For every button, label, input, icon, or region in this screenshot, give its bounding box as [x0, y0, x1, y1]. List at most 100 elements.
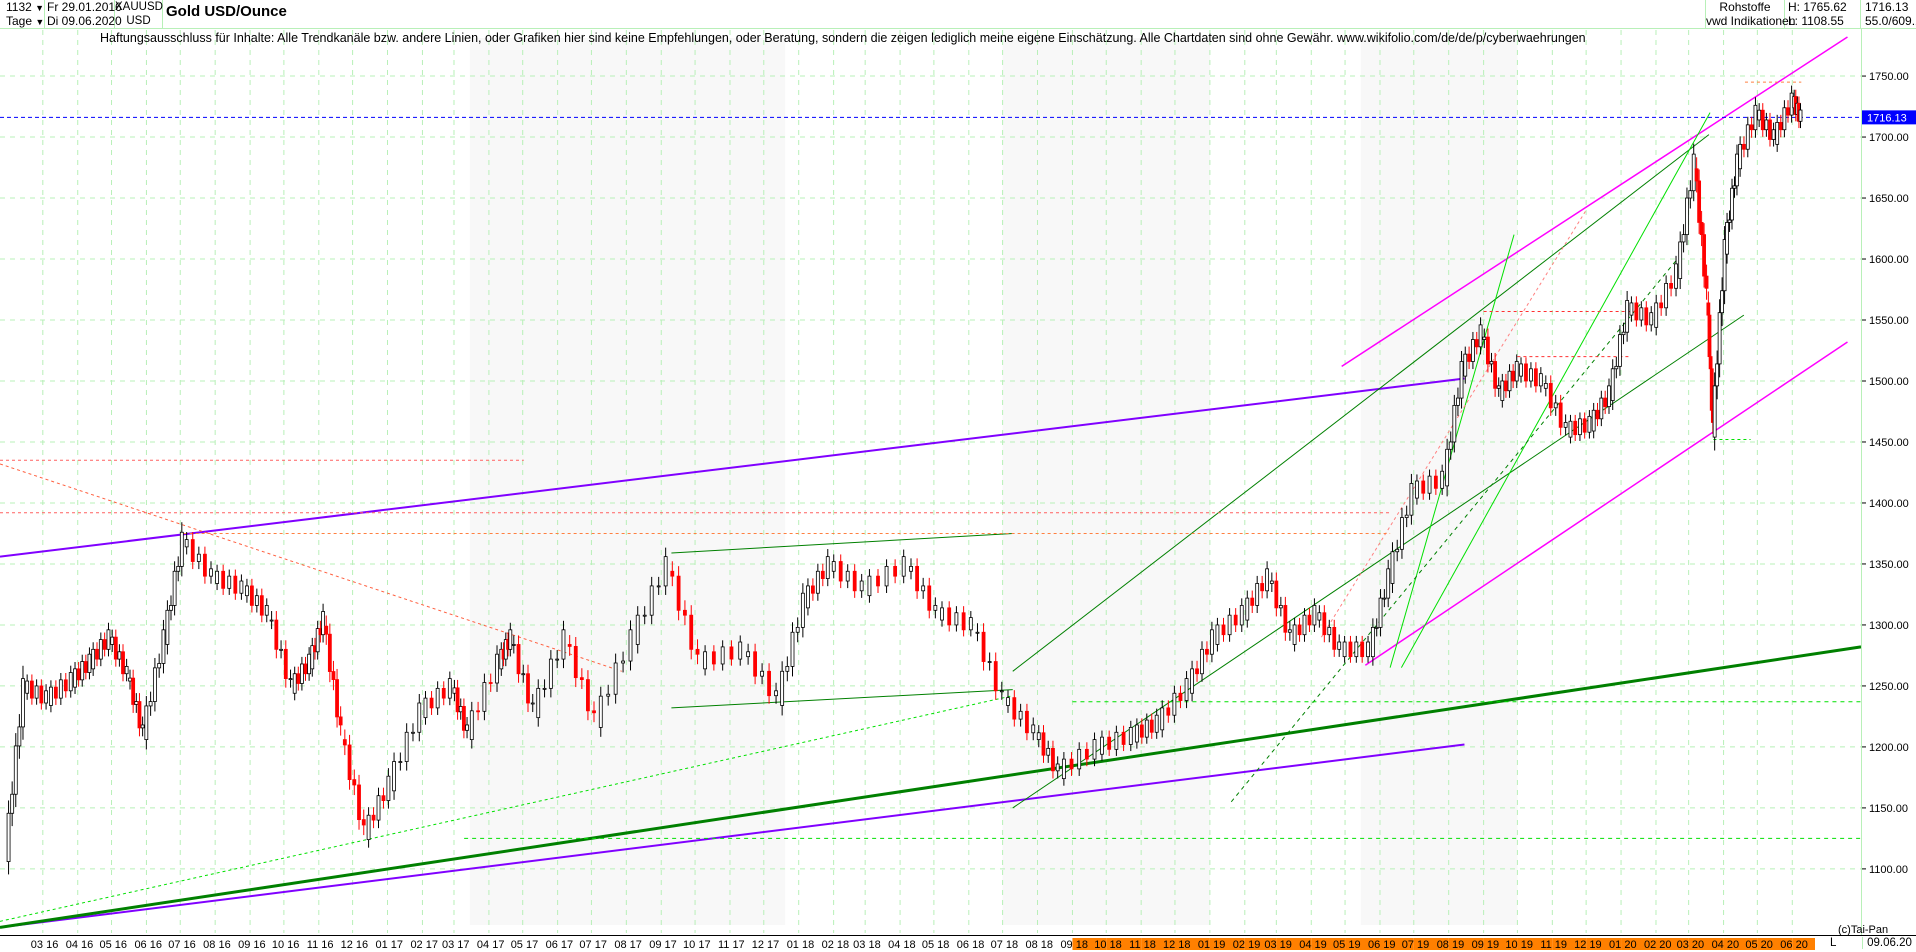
candle-body	[140, 724, 145, 729]
candle-body	[1639, 307, 1644, 321]
from-date[interactable]: Fr 29.01.2016	[47, 0, 122, 14]
candle-body	[1688, 190, 1693, 199]
candle-body	[1210, 629, 1214, 655]
candle-body	[165, 609, 170, 645]
candle-body	[1322, 612, 1327, 636]
trendline	[671, 689, 1013, 709]
candle-body	[1144, 719, 1149, 738]
candle-body	[1421, 480, 1426, 494]
candle-body	[1720, 290, 1725, 314]
candle-body	[1278, 605, 1283, 609]
period-select[interactable]: Tage	[6, 14, 33, 28]
candle-body	[1121, 731, 1126, 745]
x-tick-label: 12 16	[341, 939, 369, 951]
candle-body	[1178, 692, 1183, 701]
candle-body	[1529, 368, 1533, 382]
y-tick-label: 1750.00	[1869, 71, 1909, 83]
candle-body	[1753, 104, 1758, 131]
x-tick-label: 08 18	[1026, 939, 1054, 951]
candle-body	[780, 670, 785, 706]
chevron-down-icon[interactable]: ▼	[35, 3, 45, 13]
candle-body	[1595, 409, 1600, 420]
candle-body	[1573, 420, 1578, 436]
candle-body	[398, 761, 403, 763]
x-highlight	[1413, 938, 1449, 950]
candle-body	[1172, 692, 1177, 716]
x-tick-label: 03 17	[442, 939, 470, 951]
candle-body	[521, 673, 526, 676]
x-tick-label: 07 19	[1402, 939, 1430, 951]
x-tick-label: 02 17	[410, 939, 438, 951]
candle-body	[91, 648, 96, 670]
candle-body	[338, 716, 343, 726]
candle-body	[795, 626, 800, 633]
candle-body	[324, 625, 329, 635]
candle-body	[1265, 568, 1270, 592]
candle-body	[1404, 514, 1409, 519]
x-highlight	[1209, 938, 1245, 950]
candle-body	[1715, 363, 1720, 387]
scale-mode-button[interactable]: L	[1830, 937, 1837, 949]
bars-selector[interactable]: 1132 ▼ Tage ▼	[0, 0, 45, 29]
x-tick-label: 10 17	[683, 939, 711, 951]
candle-body	[1704, 275, 1709, 289]
candle-body	[1456, 397, 1460, 406]
copyright: (c)Tai-Pan	[1838, 924, 1889, 936]
candle-body	[1139, 724, 1144, 738]
candle-body	[429, 697, 434, 709]
bars-count[interactable]: 1132	[6, 0, 32, 14]
x-tick-label: 12 17	[752, 939, 780, 951]
candle-body	[245, 585, 249, 597]
candle-body	[482, 682, 487, 712]
trendline	[1012, 314, 1745, 809]
candle-body	[1195, 668, 1199, 675]
candle-body	[203, 553, 207, 577]
candle-body	[1681, 234, 1686, 243]
x-highlight	[1688, 938, 1724, 950]
candle-body	[1283, 605, 1288, 633]
candle-body	[1745, 124, 1750, 150]
candle-body	[300, 663, 304, 684]
candle-body	[335, 679, 339, 718]
trendline	[0, 377, 1465, 558]
candle-body	[1395, 548, 1400, 553]
candle-body	[738, 641, 743, 660]
candle-body	[695, 648, 700, 655]
candle-body	[753, 651, 758, 677]
x-highlight	[1483, 938, 1518, 950]
candle-body	[621, 660, 625, 664]
x-tick-label: 05 18	[922, 939, 950, 951]
candle-body	[516, 644, 521, 675]
candle-body	[310, 645, 315, 670]
high-low: H: 1765.62 L: 1108.55	[1785, 0, 1861, 29]
data-source: vwd Indikationen	[1706, 14, 1796, 28]
candle-body	[1507, 370, 1512, 392]
candle-body	[1485, 336, 1490, 365]
candle-body	[790, 631, 795, 667]
candle-body	[361, 819, 366, 826]
candle-body	[1327, 626, 1332, 636]
candle-body	[703, 651, 707, 670]
candle-body	[1337, 641, 1342, 650]
candle-body	[1489, 361, 1494, 365]
candle-body	[465, 724, 469, 731]
x-tick-label: 07 17	[579, 939, 607, 951]
candle-body	[1114, 731, 1119, 750]
currency: USD	[126, 15, 151, 27]
candle-body	[542, 687, 547, 690]
candle-body	[196, 553, 201, 562]
x-tick-label: 04 18	[888, 939, 916, 951]
candle-body	[1543, 383, 1548, 389]
candle-body	[1685, 197, 1689, 236]
chevron-down-icon[interactable]: ▼	[35, 17, 45, 27]
candle-body	[1332, 626, 1337, 650]
candle-body	[1255, 583, 1260, 606]
to-date[interactable]: Di 09.06.2020	[47, 14, 122, 28]
candle-body	[209, 568, 213, 577]
candle-body	[1757, 109, 1762, 121]
candle-body	[1297, 624, 1302, 636]
x-tick-label: 06 18	[957, 939, 985, 951]
symbol: XAUUSD	[115, 1, 163, 13]
x-highlight	[1244, 938, 1277, 950]
